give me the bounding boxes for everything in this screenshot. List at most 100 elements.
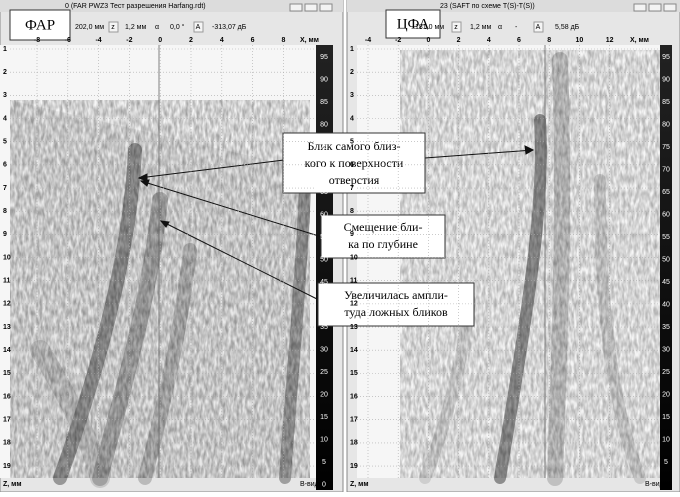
panel-label: ФАР [25, 17, 55, 33]
colorbar-label: 25 [320, 369, 328, 376]
colorbar-label: 85 [662, 99, 670, 106]
colorbar-label: 55 [662, 234, 670, 241]
y-tick-label: 17 [350, 417, 358, 424]
colorbar-label: 10 [662, 436, 670, 443]
y-tick-label: 14 [3, 347, 11, 354]
minimize-button[interactable] [634, 4, 646, 11]
colorbar-label: 55 [320, 234, 328, 241]
y-tick-label: 19 [3, 463, 11, 470]
window-title: 0 (FAR PWZ3 Тест разрешения Harfang.rdt) [65, 3, 206, 10]
colorbar-label: 95 [662, 54, 670, 61]
x-tick-label: 0 [426, 37, 430, 44]
y-tick-label: 6 [3, 162, 7, 169]
x-tick-label: 4 [220, 37, 224, 44]
y-tick-label: 14 [350, 347, 358, 354]
x-tick-label: 4 [487, 37, 491, 44]
toolbar-field: 181,0 мм [415, 24, 444, 31]
x-tick-label: -2 [126, 37, 132, 44]
colorbar-label: 30 [662, 346, 670, 353]
maximize-button[interactable] [305, 4, 317, 11]
colorbar-label: 50 [320, 256, 328, 263]
view-label: В-вид [300, 481, 319, 488]
y-tick-label: 11 [3, 278, 11, 285]
y-tick-label: 12 [3, 301, 11, 308]
colorbar-label: 65 [320, 189, 328, 196]
y-tick-label: 9 [3, 231, 7, 238]
annotation-text: Смещение бли- [344, 220, 423, 234]
y-tick-label: 8 [3, 208, 7, 215]
y-tick-label: 13 [3, 324, 11, 331]
y-tick-label: 19 [350, 463, 358, 470]
x-tick-label: -4 [365, 37, 371, 44]
annotation-text: ка по глубине [348, 237, 418, 251]
toolbar-field: A [196, 24, 201, 31]
y-tick-label: 5 [3, 139, 7, 146]
colorbar-label: 60 [320, 211, 328, 218]
toolbar-field: z [111, 24, 115, 31]
toolbar-field: -313,07 дБ [212, 24, 247, 31]
x-axis-label: X, мм [630, 37, 649, 44]
close-button[interactable] [320, 4, 332, 11]
colorbar-label: 75 [320, 144, 328, 151]
colorbar-label: 0 [322, 481, 326, 488]
y-tick-label: 10 [350, 254, 358, 261]
toolbar-field: α [498, 24, 502, 31]
y-tick-label: 18 [3, 440, 11, 447]
y-tick-label: 3 [350, 92, 354, 99]
x-tick-label: 10 [576, 37, 584, 44]
annotation-text: отверстия [329, 173, 380, 187]
y-tick-label: 15 [350, 370, 358, 377]
view-label: В-вид [645, 481, 664, 488]
x-tick-label: 2 [457, 37, 461, 44]
colorbar-label: 10 [320, 436, 328, 443]
y-tick-label: 10 [3, 254, 11, 261]
y-tick-label: 17 [3, 417, 11, 424]
colorbar-label: 45 [320, 279, 328, 286]
colorbar-label: 30 [320, 346, 328, 353]
colorbar-label: 40 [662, 301, 670, 308]
y-tick-label: 7 [3, 185, 7, 192]
screenshot: ФАР ЦФА Блик самого близ-кого к поверхно… [0, 0, 680, 492]
y-tick-label: 4 [350, 115, 354, 122]
y-tick-label: 1 [350, 46, 354, 53]
x-axis-label: X, мм [300, 37, 319, 44]
annotation-text: туда ложных бликов [344, 305, 448, 319]
y-tick-label: 1 [3, 46, 7, 53]
y-tick-label: 9 [350, 231, 354, 238]
colorbar-label: 70 [662, 166, 670, 173]
colorbar-label: 85 [320, 99, 328, 106]
colorbar-label: 25 [662, 369, 670, 376]
y-axis-label: Z, мм [3, 481, 22, 488]
colorbar-label: 40 [320, 301, 328, 308]
colorbar-label: 70 [320, 166, 328, 173]
toolbar-field: 1,2 мм [470, 24, 491, 31]
y-tick-label: 11 [350, 278, 358, 285]
y-tick-label: 3 [3, 92, 7, 99]
y-tick-label: 12 [350, 301, 358, 308]
maximize-button[interactable] [649, 4, 661, 11]
toolbar-field: z [454, 24, 458, 31]
y-tick-label: 13 [350, 324, 358, 331]
x-tick-label: -6 [65, 37, 71, 44]
window-title: 23 (SAFT по схеме T(S)-T(S)) [440, 3, 535, 10]
y-tick-label: 6 [350, 162, 354, 169]
y-tick-label: 4 [3, 115, 7, 122]
x-tick-label: 0 [158, 37, 162, 44]
x-tick-label: 6 [251, 37, 255, 44]
colorbar-label: 65 [662, 189, 670, 196]
x-tick-label: 6 [517, 37, 521, 44]
colorbar-label: 35 [662, 324, 670, 331]
colorbar-label: 90 [662, 76, 670, 83]
close-button[interactable] [664, 4, 676, 11]
x-tick-label: -2 [395, 37, 401, 44]
y-tick-label: 18 [350, 440, 358, 447]
colorbar-label: 80 [662, 121, 670, 128]
colorbar-label: 5 [664, 459, 668, 466]
toolbar-field: A [536, 24, 541, 31]
colorbar-label: 60 [662, 211, 670, 218]
minimize-button[interactable] [290, 4, 302, 11]
colorbar-label: 20 [320, 391, 328, 398]
x-tick-label: 8 [281, 37, 285, 44]
colorbar [660, 45, 672, 490]
y-tick-label: 2 [3, 69, 7, 76]
